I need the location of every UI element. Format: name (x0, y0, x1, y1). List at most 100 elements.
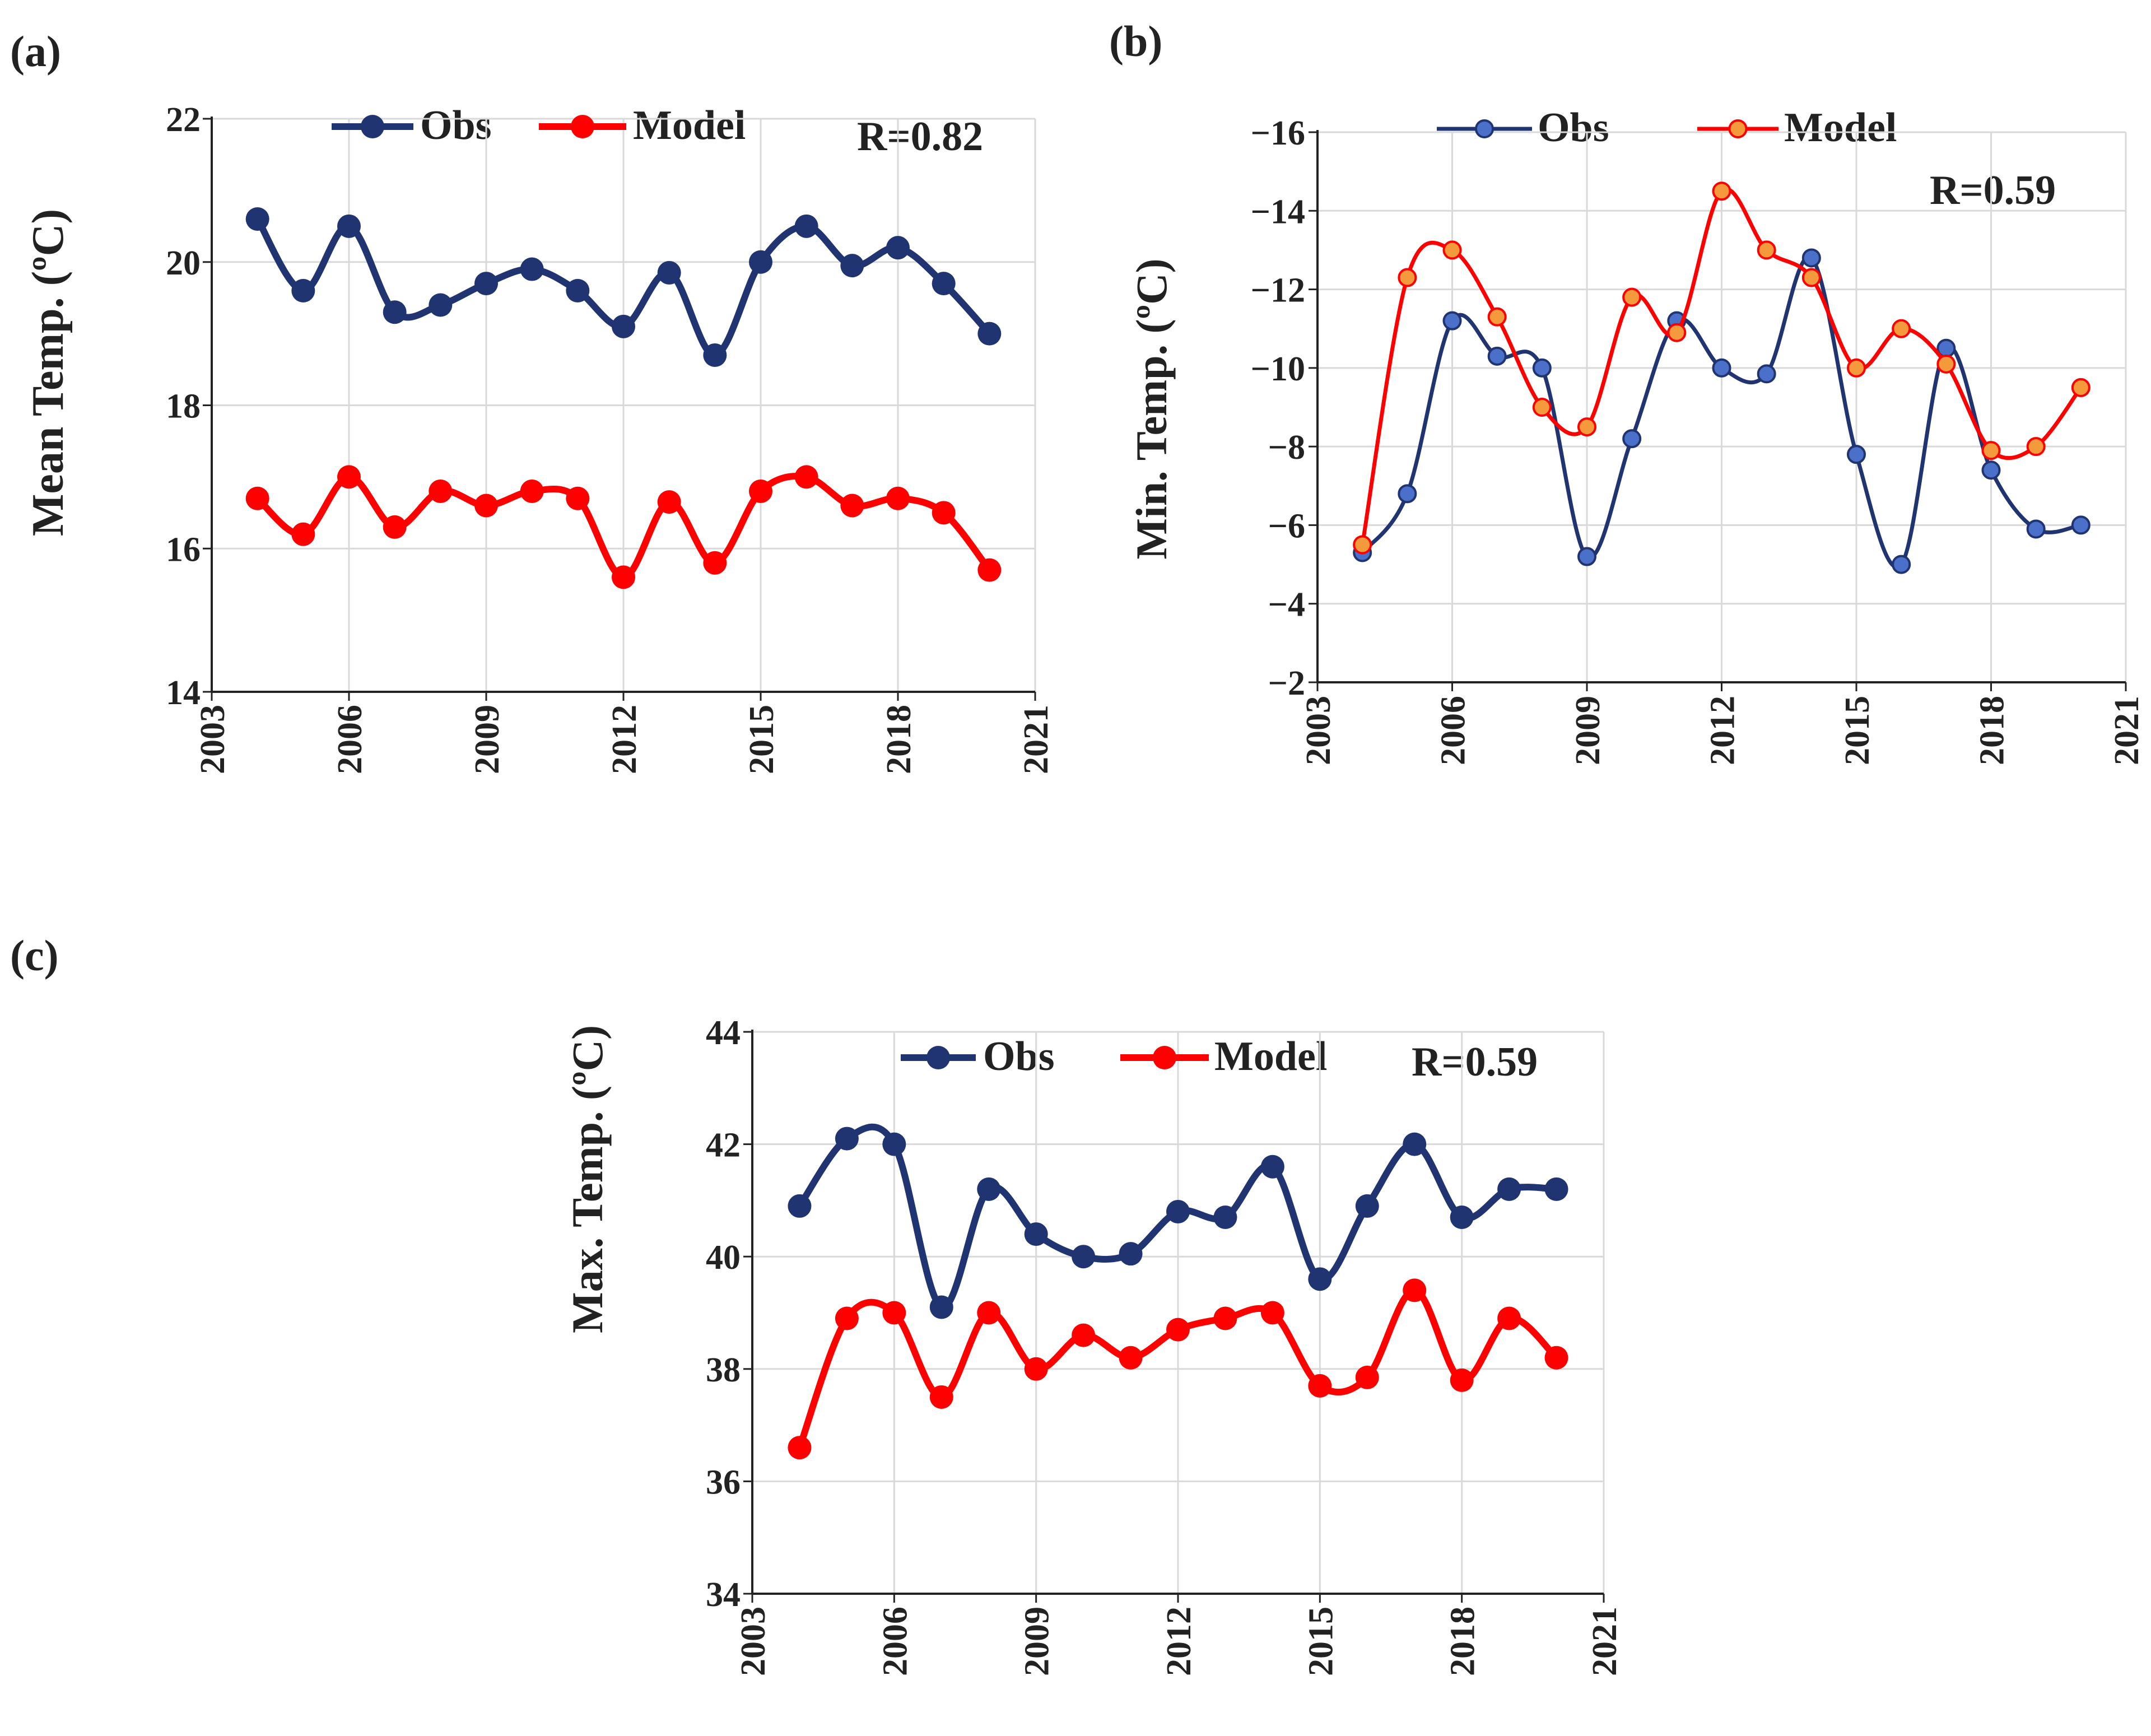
y-axis-label-a: Mean Temp. (ºC) (24, 209, 73, 536)
x-tick-label: 2018 (1444, 1607, 1482, 1676)
data-point-model (886, 486, 910, 510)
legend-marker-obs (1475, 119, 1494, 138)
data-point-obs (1801, 248, 1821, 268)
data-point-obs (840, 254, 864, 278)
data-point-obs (788, 1194, 812, 1218)
data-point-model (337, 465, 361, 489)
data-point-obs (1308, 1267, 1332, 1291)
chart-panel-a: (a) Mean Temp. (ºC) Obs Model R=0.82 141… (10, 27, 1055, 774)
series-model-c (788, 1278, 1568, 1460)
y-tick-label: 20 (166, 244, 201, 282)
data-point-obs (886, 236, 910, 260)
data-point-model (1119, 1346, 1143, 1370)
legend-obs-label-a: Obs (420, 103, 492, 148)
data-point-obs (1398, 484, 1417, 504)
data-point-model (1981, 441, 2001, 460)
data-point-obs (932, 272, 956, 296)
data-point-model (1497, 1306, 1521, 1330)
legend-model-label-a: Model (633, 103, 746, 148)
y-tick-label: 42 (706, 1127, 741, 1165)
axes: −2 −4 −6 −8 −10 −12 −14 −16 2003 2006 2009 2012 2015… (1251, 114, 2146, 765)
data-point-model (1667, 323, 1687, 342)
y-tick-label: 22 (166, 101, 201, 139)
data-point-model (977, 1301, 1001, 1325)
data-point-obs (1981, 460, 2001, 480)
data-point-model (383, 515, 407, 539)
y-tick-label: −8 (1268, 429, 1305, 467)
y-tick-label: 14 (166, 674, 201, 712)
data-point-model (929, 1385, 953, 1409)
data-point-obs (1497, 1177, 1521, 1201)
y-tick-label: −4 (1268, 586, 1305, 624)
data-point-obs (429, 293, 453, 317)
axes: 34 36 38 40 42 44 2003 2006 2009 2012 2015 2018 2021 (706, 1014, 1624, 1676)
x-tick-label: 2006 (876, 1607, 914, 1676)
data-point-obs (1024, 1222, 1048, 1246)
data-point-obs (1892, 555, 1911, 574)
x-tick-label: 2012 (606, 705, 644, 774)
data-point-model (520, 479, 544, 503)
data-point-model (1398, 268, 1417, 287)
data-point-model (1213, 1306, 1237, 1330)
legend-obs-label-c: Obs (983, 1034, 1055, 1079)
data-point-model (835, 1306, 859, 1330)
y-tick-label: −2 (1268, 664, 1305, 702)
data-point-model (1577, 417, 1596, 437)
data-point-model (1072, 1323, 1096, 1347)
data-point-model (429, 479, 453, 503)
gridlines (752, 1031, 1605, 1594)
legend-marker-model (1153, 1046, 1176, 1069)
legend-marker-obs (926, 1046, 950, 1069)
data-point-model (1532, 398, 1552, 417)
legend-b (1437, 119, 1778, 138)
gridlines (1317, 131, 2127, 682)
x-tick-label: 2015 (743, 705, 781, 774)
legend-obs-label-b: Obs (1538, 105, 1609, 151)
x-tick-label: 2021 (1017, 705, 1055, 774)
data-point-obs (1442, 311, 1462, 331)
legend-marker-model (1728, 119, 1748, 138)
data-point-obs (1712, 358, 1731, 378)
data-point-obs (1577, 547, 1596, 566)
data-point-model (1544, 1346, 1568, 1370)
series-obs-c (788, 1123, 1568, 1319)
data-point-obs (2026, 519, 2046, 539)
data-point-model (566, 486, 590, 510)
data-point-obs (474, 272, 498, 296)
y-tick-label: 36 (706, 1463, 741, 1501)
data-point-model (1801, 268, 1821, 287)
data-point-obs (1544, 1177, 1568, 1201)
data-point-model (1353, 535, 1372, 555)
annotation-r-c: R=0.59 (1412, 1039, 1538, 1085)
data-point-obs (566, 278, 590, 302)
series-model-b (1353, 181, 2091, 555)
data-point-obs (1260, 1155, 1284, 1179)
legend-marker-obs (361, 115, 384, 138)
panel-label-c: (c) (10, 931, 59, 980)
data-point-model (703, 551, 727, 575)
data-point-model (1442, 240, 1462, 260)
data-point-obs (835, 1127, 859, 1151)
legend-model-label-c: Model (1214, 1034, 1327, 1079)
chart-panel-c: (c) Max. Temp. (ºC) Obs Model R=0.59 343… (10, 931, 1624, 1676)
x-tick-label: 2015 (1838, 696, 1877, 765)
panel-label-b: (b) (1109, 17, 1162, 66)
data-point-obs (1847, 445, 1866, 464)
y-tick-label: −16 (1251, 114, 1305, 152)
data-point-model (1757, 240, 1776, 260)
data-point-obs (1757, 364, 1776, 384)
data-point-model (1355, 1365, 1379, 1389)
x-tick-label: 2012 (1704, 696, 1742, 765)
data-point-obs (929, 1295, 953, 1319)
data-point-model (840, 494, 864, 518)
data-point-model (788, 1436, 812, 1460)
data-point-obs (749, 250, 772, 274)
series-obs-a (245, 207, 1002, 367)
x-tick-label: 2009 (468, 705, 506, 774)
data-point-obs (1355, 1194, 1379, 1218)
y-tick-label: 34 (706, 1576, 741, 1614)
data-point-model (1260, 1301, 1284, 1325)
data-point-obs (1403, 1132, 1427, 1156)
data-point-model (1024, 1357, 1048, 1381)
